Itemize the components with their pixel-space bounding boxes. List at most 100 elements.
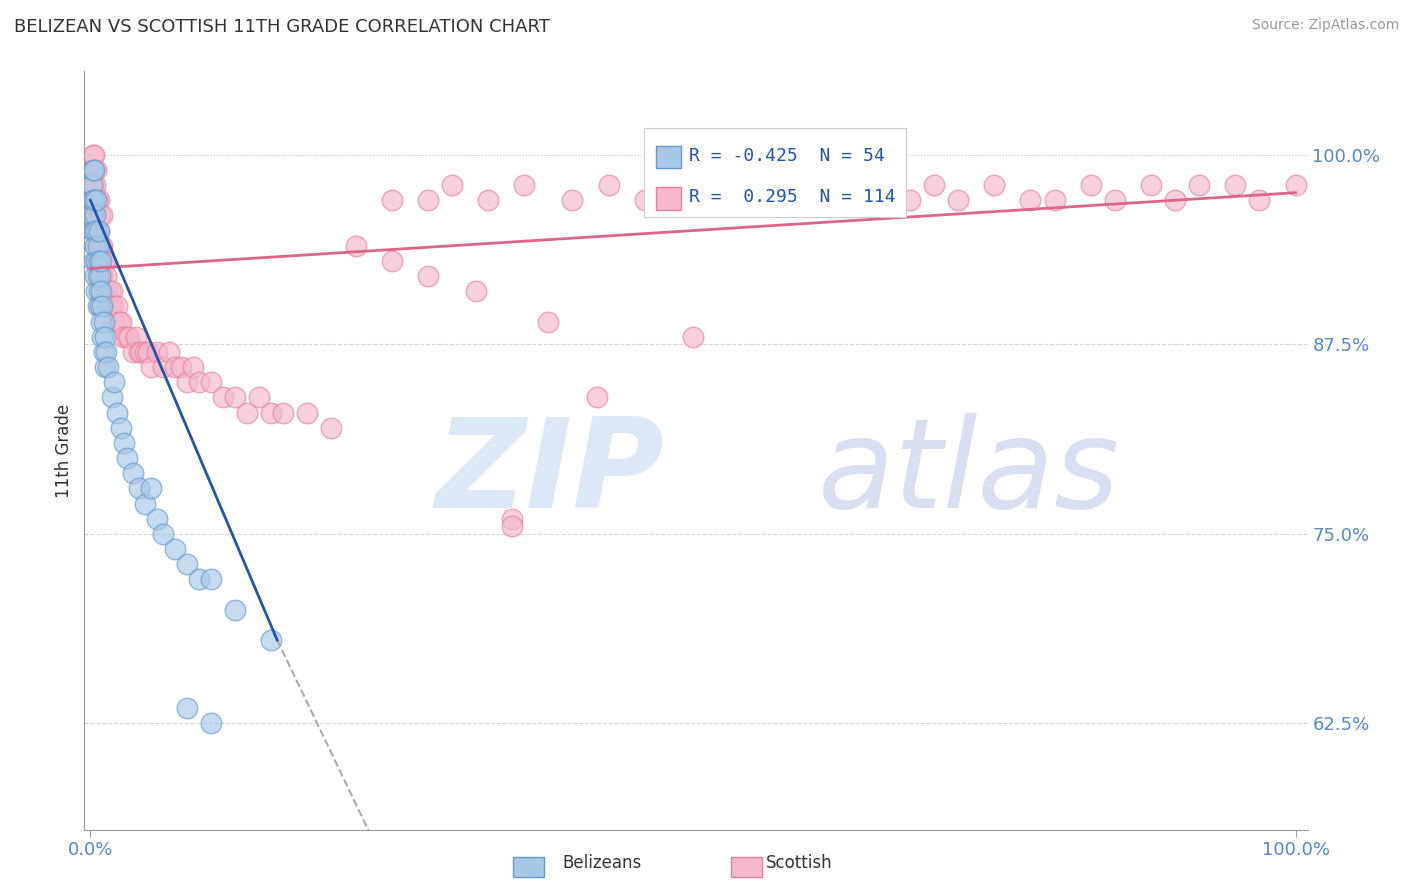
Point [84,178,107,193]
Point [87,284,110,298]
Point [224,603,246,617]
Point [86,269,108,284]
Point [1164,194,1187,208]
Point [86,224,108,238]
Point [321,421,343,435]
Point [82,163,104,178]
Point [91,300,114,314]
Point [82,224,104,238]
Text: Source: ZipAtlas.com: Source: ZipAtlas.com [1251,18,1399,32]
Point [93,345,115,359]
Point [501,519,523,533]
Point [105,300,128,314]
Point [90,253,112,268]
Point [236,406,259,420]
Point [1188,178,1211,193]
Point [121,466,143,480]
Point [80,209,103,223]
Point [381,253,404,268]
Point [139,360,162,375]
Point [83,224,105,238]
Point [634,194,657,208]
Point [89,239,111,253]
Point [82,194,104,208]
Point [1284,178,1306,193]
Point [163,360,186,375]
Point [83,163,105,178]
Point [91,209,114,223]
Point [145,512,167,526]
Point [83,163,105,178]
Point [93,315,115,329]
Text: R = -0.425  N = 54: R = -0.425 N = 54 [689,147,884,165]
Point [83,148,105,162]
Point [90,269,112,284]
Point [187,376,209,390]
Point [86,284,108,298]
Point [838,194,860,208]
Point [93,253,115,268]
Point [260,633,283,648]
Point [128,482,150,496]
Point [91,269,114,284]
Point [139,482,162,496]
Point [862,178,884,193]
Point [89,209,111,223]
Point [110,315,132,329]
Point [94,360,117,375]
Point [513,178,536,193]
Point [97,360,120,375]
Point [682,330,704,344]
Point [1225,178,1247,193]
Point [82,178,104,193]
Point [84,209,107,223]
Point [157,345,180,359]
Point [83,253,105,268]
Point [134,345,156,359]
Point [82,209,104,223]
Point [87,224,110,238]
Text: R =  0.295  N = 114: R = 0.295 N = 114 [689,188,896,206]
Text: Scottish: Scottish [766,855,832,872]
Point [224,391,246,405]
Point [440,178,463,193]
Point [94,330,117,344]
Point [83,194,105,208]
Point [176,701,198,715]
Point [778,178,800,193]
Point [416,269,439,284]
Point [344,239,367,253]
Point [90,284,112,298]
Point [97,300,120,314]
Point [682,178,704,193]
Point [129,345,152,359]
Point [585,391,607,405]
Point [152,527,174,541]
Point [121,345,143,359]
Point [80,163,103,178]
Point [86,300,108,314]
Point [86,224,108,238]
Point [86,253,108,268]
Point [898,194,921,208]
Point [260,406,283,420]
Point [101,391,124,405]
Point [1043,194,1066,208]
Point [115,451,138,466]
Point [465,284,488,298]
Point [200,573,222,587]
Point [145,345,167,359]
Point [1080,178,1102,193]
Point [134,496,156,510]
Text: atlas: atlas [818,413,1121,533]
Text: ZIP: ZIP [434,413,664,533]
Point [84,239,107,253]
Point [86,194,108,208]
Point [90,315,112,329]
Point [922,178,945,193]
Text: Belizeans: Belizeans [562,855,641,872]
Point [94,345,117,359]
Point [181,360,204,375]
Point [96,284,118,298]
Point [176,558,198,572]
